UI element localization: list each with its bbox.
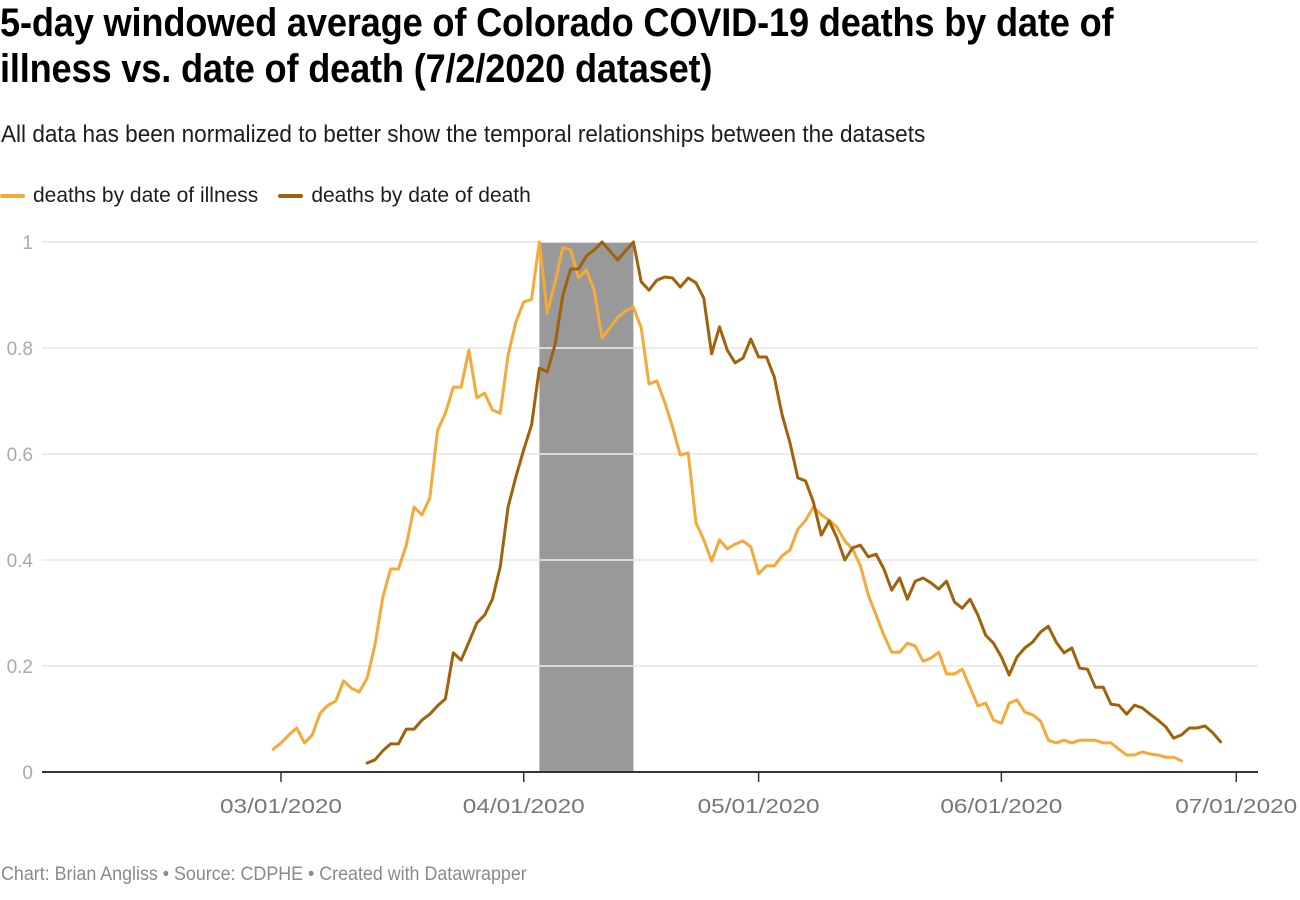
x-tick-label: 03/01/2020 xyxy=(220,796,342,818)
series-line-illness xyxy=(271,240,1183,763)
y-tick-label: 1 xyxy=(22,233,33,254)
x-tick-label: 06/01/2020 xyxy=(940,796,1062,818)
chart-footer-credits: Chart: Brian Angliss • Source: CDPHE • C… xyxy=(1,864,527,885)
y-tick-label: 0.8 xyxy=(7,339,33,360)
y-tick-label: 0.4 xyxy=(7,551,34,572)
x-tick-label: 05/01/2020 xyxy=(698,796,820,818)
highlight-band xyxy=(539,242,634,772)
chart-subtitle: All data has been normalized to better s… xyxy=(1,121,926,148)
line-chart: 0 0.2 0.4 0.6 0.8 1 03/01/2020 04/01/2020 05/01… xyxy=(7,233,1298,818)
y-tick-label: 0 xyxy=(22,763,33,784)
gridlines-over-band xyxy=(539,241,634,667)
y-axis: 0 0.2 0.4 0.6 0.8 1 xyxy=(7,233,34,784)
legend-item-death: deaths by date of death xyxy=(278,184,531,208)
legend: deaths by date of illness deaths by date… xyxy=(0,182,551,210)
gridlines xyxy=(42,241,1258,667)
x-tick-label: 07/01/2020 xyxy=(1175,796,1297,818)
legend-label-illness: deaths by date of illness xyxy=(33,184,259,207)
legend-item-illness: deaths by date of illness xyxy=(0,184,258,208)
chart-title: 5-day windowed average of Colorado COVID… xyxy=(0,0,1300,92)
chart-title-line-1: 5-day windowed average of Colorado COVID… xyxy=(0,1,1114,45)
series-lines xyxy=(271,240,1223,765)
y-tick-label: 0.6 xyxy=(7,445,33,466)
y-tick-label: 0.2 xyxy=(7,657,33,678)
x-axis: 03/01/2020 04/01/2020 05/01/2020 06/01/2020… xyxy=(42,771,1297,818)
legend-swatch-illness xyxy=(0,194,25,198)
series-line-death xyxy=(365,240,1223,765)
x-tick-label: 04/01/2020 xyxy=(463,796,585,818)
legend-label-death: deaths by date of death xyxy=(311,184,531,207)
chart-title-line-2: illness vs. date of death (7/2/2020 data… xyxy=(0,47,713,91)
legend-swatch-death xyxy=(278,194,304,198)
highlight-band-layer xyxy=(539,242,634,772)
